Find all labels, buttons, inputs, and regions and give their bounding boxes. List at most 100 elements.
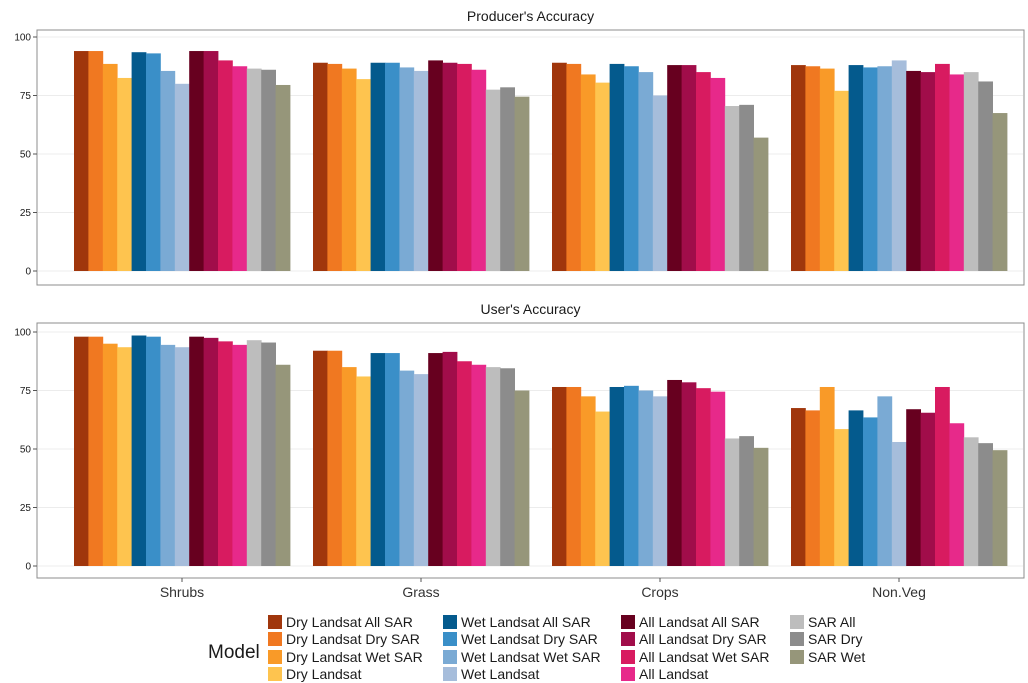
bar-grass-sar-wet [514,390,530,566]
bar-non-veg-all-landsat [949,423,965,566]
bar-crops-sar-wet [753,137,769,271]
bar-non-veg-dry-landsat-wet-sar [819,68,835,271]
legend-label-all-landsat-dry-sar: All Landsat Dry SAR [639,631,767,647]
y-tick-label: 25 [20,503,32,514]
bar-shrubs-dry-landsat-all-sar [74,336,89,566]
bar-grass-dry-landsat [356,79,371,272]
bar-grass-all-landsat-dry-sar [442,351,458,566]
y-tick-label: 100 [14,328,31,339]
panel-frame [36,322,1025,579]
legend-key-dry-landsat [268,667,282,681]
legend-label-dry-landsat: Dry Landsat [286,666,362,682]
bar-shrubs-sar-all [246,68,262,271]
bar-non-veg-all-landsat [949,74,965,271]
y-tick-label: 0 [25,562,31,573]
bar-crops-sar-wet [753,447,769,566]
bar-crops-dry-landsat [595,82,610,271]
bar-crops-wet-landsat-wet-sar [638,72,654,271]
bar-shrubs-dry-landsat-wet-sar [102,343,118,566]
bar-shrubs-sar-all [246,340,262,566]
bar-crops-wet-landsat [652,95,668,271]
y-tick-label: 50 [20,445,32,456]
legend-key-all-landsat [621,667,635,681]
bar-shrubs-dry-landsat-all-sar [74,51,89,271]
bar-grass-all-landsat [471,69,487,271]
legend-key-wet-landsat-dry-sar [443,632,457,646]
bar-shrubs-sar-wet [275,84,291,271]
bar-crops-all-landsat-all-sar [667,379,682,566]
bar-grass-all-landsat-all-sar [428,353,443,566]
bar-non-veg-wet-landsat-wet-sar [877,396,893,566]
legend-key-dry-landsat-wet-sar [268,650,282,664]
y-tick-label: 75 [20,386,32,397]
legend-label-dry-landsat-all-sar: Dry Landsat All SAR [286,614,413,630]
legend-key-wet-landsat [443,667,457,681]
bar-grass-dry-landsat-all-sar [313,62,328,271]
bar-crops-all-landsat [710,77,726,271]
legend-label-dry-landsat-wet-sar: Dry Landsat Wet SAR [286,649,423,665]
bar-crops-wet-landsat [652,396,668,566]
legend-label-dry-landsat-dry-sar: Dry Landsat Dry SAR [286,631,420,647]
bar-crops-sar-dry [739,104,754,271]
bar-shrubs-wet-landsat-wet-sar [160,70,176,272]
bar-non-veg-dry-landsat [834,90,849,271]
bar-non-veg-dry-landsat-all-sar [791,65,806,271]
bar-shrubs-wet-landsat-all-sar [131,335,147,566]
bar-crops-all-landsat [710,391,726,566]
legend-key-wet-landsat-wet-sar [443,650,457,664]
y-tick-label: 0 [25,267,31,278]
bar-shrubs-all-landsat-all-sar [189,336,204,566]
bar-shrubs-wet-landsat [174,347,190,566]
bar-shrubs-dry-landsat [117,77,132,271]
bar-grass-dry-landsat-wet-sar [341,367,357,566]
bar-shrubs-dry-landsat [117,347,132,566]
legend-label-all-landsat-wet-sar: All Landsat Wet SAR [639,649,769,665]
legend-key-sar-dry [790,632,804,646]
bar-grass-sar-all [485,367,501,566]
bar-grass-sar-dry [500,368,515,566]
bar-non-veg-wet-landsat [891,441,907,566]
legend-key-all-landsat-wet-sar [621,650,635,664]
bar-shrubs-all-landsat-dry-sar [203,51,219,271]
bar-crops-sar-all [724,106,740,271]
legend-label-wet-landsat-wet-sar: Wet Landsat Wet SAR [461,649,601,665]
bar-crops-all-landsat-all-sar [667,65,682,271]
bar-grass-all-landsat [471,364,487,566]
legend-label-wet-landsat-dry-sar: Wet Landsat Dry SAR [461,631,598,647]
bar-shrubs-wet-landsat-dry-sar [146,336,161,566]
y-tick-label: 100 [14,33,31,44]
bar-shrubs-wet-landsat-all-sar [131,52,147,272]
bar-crops-dry-landsat-all-sar [552,386,567,566]
bar-crops-dry-landsat-wet-sar [580,74,596,271]
bar-crops-wet-landsat-all-sar [609,63,625,271]
bar-shrubs-all-landsat-all-sar [189,51,204,271]
y-tick-label: 75 [20,91,32,102]
bar-shrubs-all-landsat-wet-sar [218,60,233,272]
bar-non-veg-dry-landsat-dry-sar [805,410,821,566]
bar-crops-all-landsat-dry-sar [681,65,697,271]
bar-crops-dry-landsat [595,411,610,566]
panel-frame [36,29,1025,286]
bar-crops-all-landsat-wet-sar [696,72,711,271]
bar-grass-wet-landsat [413,374,429,566]
bar-grass-dry-landsat-all-sar [313,350,328,566]
bar-shrubs-all-landsat-wet-sar [218,341,233,566]
bar-non-veg-wet-landsat-dry-sar [863,417,878,566]
bar-grass-wet-landsat-wet-sar [399,67,415,271]
x-tick-label-non-veg: Non.Veg [872,584,926,600]
bar-grass-all-landsat-wet-sar [457,63,472,271]
bar-non-veg-dry-landsat [834,429,849,566]
bar-non-veg-all-landsat-dry-sar [920,72,936,271]
bar-grass-sar-dry [500,87,515,271]
legend-label-wet-landsat-all-sar: Wet Landsat All SAR [461,614,591,630]
bar-non-veg-dry-landsat-dry-sar [805,66,821,271]
bar-non-veg-dry-landsat-wet-sar [819,386,835,566]
bar-non-veg-sar-dry [978,443,993,566]
bar-crops-sar-dry [739,436,754,566]
bar-crops-wet-landsat-dry-sar [624,66,639,271]
bar-grass-sar-all [485,89,501,272]
bar-non-veg-wet-landsat [891,60,907,272]
bar-grass-sar-wet [514,96,530,271]
bar-shrubs-sar-wet [275,364,291,566]
legend-title: Model [208,642,260,663]
